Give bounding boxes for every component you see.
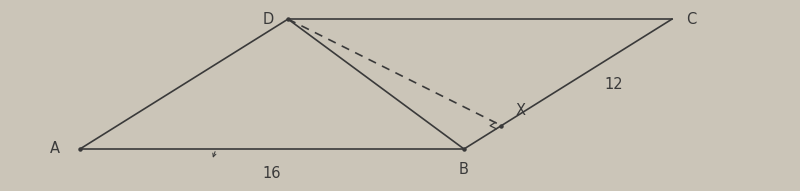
Text: B: B xyxy=(459,162,469,177)
Text: C: C xyxy=(686,12,697,27)
Text: 16: 16 xyxy=(262,166,282,181)
Text: 12: 12 xyxy=(604,77,622,91)
Text: X: X xyxy=(516,103,526,118)
Text: D: D xyxy=(262,12,274,27)
Text: A: A xyxy=(50,142,60,156)
